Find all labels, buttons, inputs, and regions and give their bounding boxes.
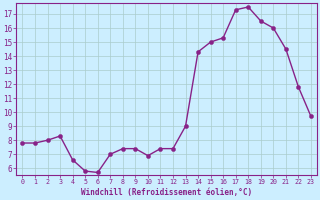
X-axis label: Windchill (Refroidissement éolien,°C): Windchill (Refroidissement éolien,°C): [81, 188, 252, 197]
